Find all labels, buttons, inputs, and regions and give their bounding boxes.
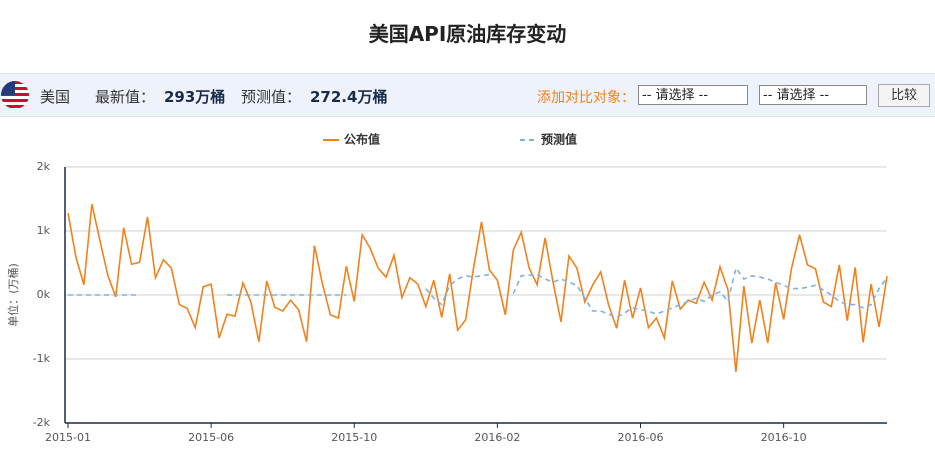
y-tick-label: -2k	[33, 416, 51, 429]
country: 美国	[40, 88, 71, 106]
x-tick-label: 2015-10	[331, 431, 377, 444]
y-axis-title: 单位：(万桶)	[6, 263, 20, 327]
select[interactable]: -- 请选择 --	[759, 85, 867, 105]
y-tick-label: 1k	[37, 224, 51, 237]
compare-label: 添加对比对象：	[537, 90, 635, 106]
compare-button[interactable]: 比较	[878, 84, 930, 107]
series-line	[425, 273, 490, 306]
series-line	[512, 266, 888, 319]
x-tick-label: 2015-06	[188, 431, 234, 444]
forecast-label: 预测值：	[241, 88, 302, 106]
y-tick-label: 2k	[37, 160, 51, 173]
info-bar: 美国 最新值： 293万桶 预测值： 272.4万桶 添加对比对象： -- 请选…	[0, 73, 935, 117]
flag	[1, 81, 29, 109]
page-title: 美国API原油库存变动	[368, 22, 567, 46]
x-tick-label: 2016-10	[761, 431, 807, 444]
series-line	[67, 203, 888, 372]
select[interactable]: -- 请选择 --	[638, 85, 748, 105]
y-tick-label: 0k	[37, 288, 51, 301]
legend-label: 预测值	[541, 132, 577, 147]
forecast-value: 272.4万桶	[310, 88, 388, 106]
x-tick-label: 2015-01	[45, 431, 91, 444]
x-tick-label: 2016-02	[474, 431, 520, 444]
latest-value: 293万桶	[164, 88, 226, 106]
legend-label: 公布值	[344, 132, 380, 147]
x-tick-label: 2016-06	[618, 431, 664, 444]
y-tick-label: -1k	[33, 352, 51, 365]
latest-label: 最新值：	[95, 88, 156, 106]
